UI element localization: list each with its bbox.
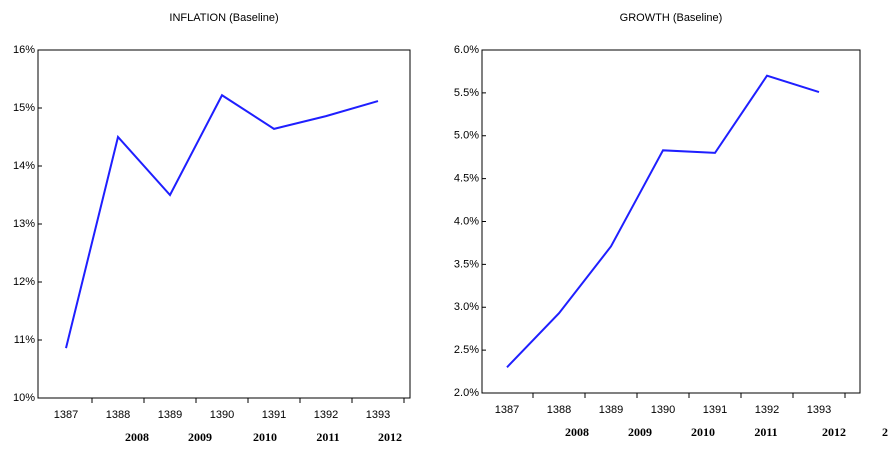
- year-label: 2011: [316, 430, 339, 444]
- y-tick-label: 3.5%: [454, 258, 479, 270]
- x-tick-label: 1391: [703, 404, 727, 416]
- year-label: 2: [882, 425, 888, 439]
- year-label: 2010: [253, 430, 277, 444]
- y-tick-label: 16%: [13, 44, 35, 56]
- y-tick-label: 14%: [13, 160, 35, 172]
- x-tick-label: 1393: [366, 409, 390, 421]
- x-tick-label: 1389: [158, 409, 182, 421]
- x-tick-label: 1388: [547, 404, 571, 416]
- y-tick-label: 11%: [14, 334, 35, 346]
- x-tick-label: 1390: [210, 409, 234, 421]
- year-label: 2012: [378, 430, 402, 444]
- x-tick-label: 1392: [314, 409, 338, 421]
- y-tick-label: 4.0%: [454, 215, 479, 227]
- year-label: 2008: [565, 425, 589, 439]
- year-label: 2009: [628, 425, 652, 439]
- x-tick-label: 1389: [599, 404, 623, 416]
- y-tick-label: 4.5%: [454, 173, 479, 185]
- y-tick-label: 2.0%: [454, 387, 479, 399]
- plot-frame: [481, 49, 861, 394]
- chart-title: GROWTH (Baseline): [620, 12, 723, 24]
- x-tick-label: 1390: [651, 404, 675, 416]
- y-tick-label: 2.5%: [454, 344, 479, 356]
- x-tick-label: 1391: [262, 409, 286, 421]
- y-tick-label: 3.0%: [454, 301, 479, 313]
- y-tick-label: 10%: [13, 392, 35, 404]
- year-label: 2011: [754, 425, 777, 439]
- y-tick-label: 12%: [13, 276, 35, 288]
- x-tick-label: 1392: [755, 404, 779, 416]
- y-tick-label: 13%: [13, 218, 35, 230]
- x-tick-label: 1393: [807, 404, 831, 416]
- x-tick-label: 1387: [54, 409, 78, 421]
- data-line: [65, 93, 379, 349]
- year-label: 2009: [188, 430, 212, 444]
- x-tick-label: 1388: [106, 409, 130, 421]
- chart-title: INFLATION (Baseline): [169, 12, 278, 24]
- data-line: [506, 74, 820, 368]
- y-tick-label: 6.0%: [454, 44, 479, 56]
- y-tick-label: 15%: [13, 102, 35, 114]
- year-label: 2008: [125, 430, 149, 444]
- y-tick-label: 5.0%: [454, 130, 479, 142]
- year-label: 2010: [691, 425, 715, 439]
- year-label: 2012: [822, 425, 846, 439]
- y-tick-label: 5.5%: [454, 87, 479, 99]
- x-tick-label: 1387: [495, 404, 519, 416]
- plot-frame: [37, 49, 411, 399]
